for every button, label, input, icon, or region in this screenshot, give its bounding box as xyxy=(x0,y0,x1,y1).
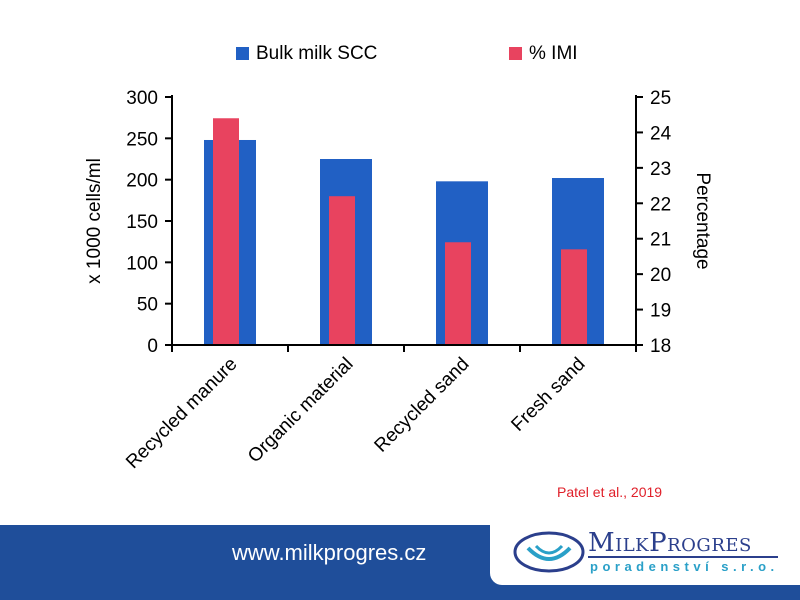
y-tick-label: 250 xyxy=(126,129,158,150)
y2-tick-label: 20 xyxy=(650,265,671,286)
y-tick-label: 300 xyxy=(126,88,158,109)
bar-chart: Recycled manure Organic material Recycled … xyxy=(84,88,713,473)
y-tick-label: 100 xyxy=(126,253,158,274)
y2-tick-label: 22 xyxy=(650,194,671,215)
y2-tick-label: 24 xyxy=(650,123,672,144)
logo-icon xyxy=(513,531,585,573)
logo-name: MilkProgres xyxy=(588,528,752,558)
bar-imi xyxy=(445,242,471,345)
logo-divider xyxy=(588,556,778,558)
legend-label-scc: Bulk milk SCC xyxy=(256,43,378,64)
y-tick-label: 200 xyxy=(126,171,158,192)
y2-axis-label: Percentage xyxy=(692,172,713,269)
legend-swatch-scc xyxy=(236,47,249,60)
y2-tick-label: 23 xyxy=(650,159,671,180)
y2-tick-label: 25 xyxy=(650,88,671,109)
y-axis-label: x 1000 cells/ml xyxy=(84,158,105,284)
x-tick-label: Fresh sand xyxy=(507,354,589,436)
x-tick-label: Recycled sand xyxy=(371,354,474,457)
bar-imi xyxy=(329,196,355,345)
y-tick-label: 50 xyxy=(137,295,158,316)
citation: Patel et al., 2019 xyxy=(557,484,663,500)
x-tick-label: Recycled manure xyxy=(122,354,241,473)
y2-tick-label: 21 xyxy=(650,230,671,251)
bar-imi xyxy=(213,118,239,345)
x-tick-label: Organic material xyxy=(244,354,357,467)
logo-subtitle: poradenství s.r.o. xyxy=(590,559,779,574)
y2-tick-label: 19 xyxy=(650,301,671,322)
y-tick-label: 0 xyxy=(147,336,158,357)
bar-imi xyxy=(561,249,587,345)
y-tick-label: 150 xyxy=(126,212,158,233)
website-link[interactable]: www.milkprogres.cz xyxy=(232,540,427,565)
legend-label-imi: % IMI xyxy=(529,43,578,64)
y2-tick-label: 18 xyxy=(650,336,671,357)
legend-swatch-imi xyxy=(509,47,522,60)
